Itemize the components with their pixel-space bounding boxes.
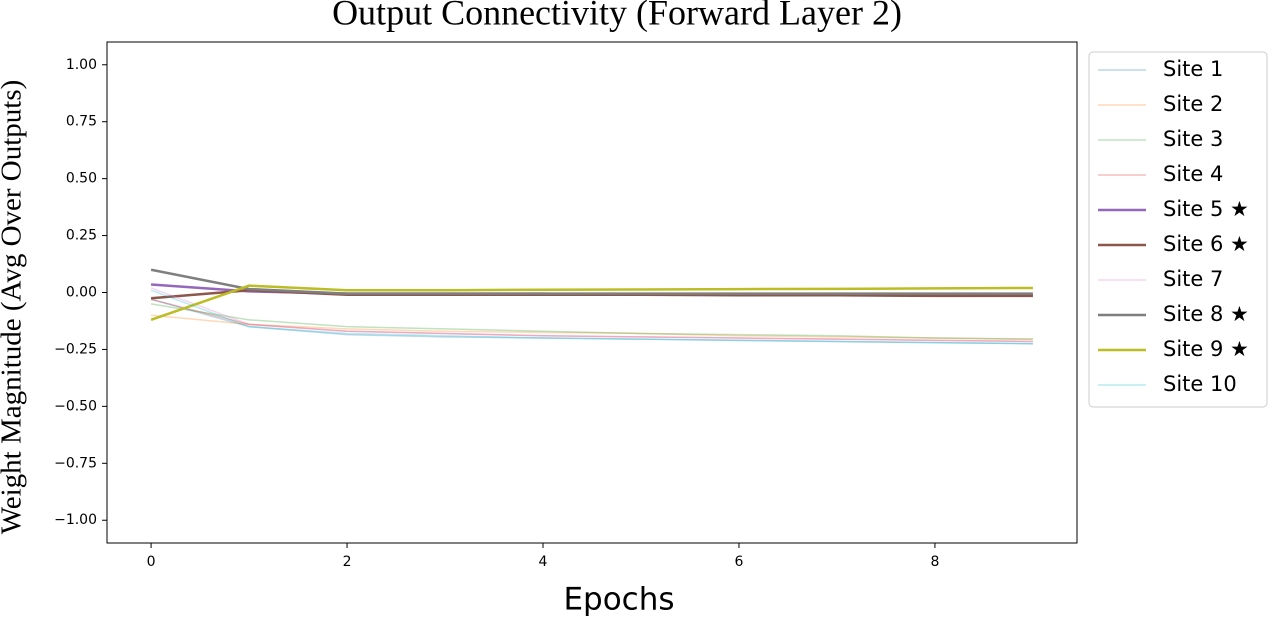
x-tick-label: 8 — [930, 554, 939, 570]
y-tick-label: 0.00 — [66, 285, 97, 301]
y-tick-label: 0.50 — [66, 171, 97, 187]
x-tick-label: 2 — [343, 554, 352, 570]
legend-label: Site 4 — [1163, 162, 1223, 186]
legend-label: Site 8 ★ — [1163, 302, 1249, 326]
series-line — [150, 298, 1033, 343]
plot-frame — [106, 41, 1078, 544]
x-axis-label: Epochs — [563, 582, 674, 618]
legend-label: Site 7 — [1163, 267, 1223, 291]
series-line — [150, 298, 1033, 345]
y-tick-label: −0.25 — [54, 341, 97, 357]
legend-label: Site 2 — [1163, 92, 1223, 116]
legend-label: Site 5 ★ — [1163, 197, 1249, 221]
legend-box — [1088, 51, 1268, 408]
legend-label: Site 3 — [1163, 127, 1223, 151]
x-tick-label: 0 — [147, 554, 156, 570]
legend-label: Site 10 — [1163, 372, 1237, 396]
legend-label: Site 1 — [1163, 57, 1223, 81]
legend-label: Site 6 ★ — [1163, 232, 1249, 256]
y-tick-label: −0.75 — [54, 455, 97, 471]
x-tick-label: 6 — [735, 554, 744, 570]
series-line — [150, 289, 1033, 345]
series-line — [150, 287, 1033, 343]
series-line — [151, 314, 1033, 340]
legend-label: Site 9 ★ — [1163, 337, 1249, 361]
series-line — [150, 284, 1033, 322]
y-tick-label: 0.75 — [66, 114, 97, 130]
y-axis-label: Weight Magnitude (Avg Over Outputs) — [0, 80, 28, 535]
y-tick-label: 0.25 — [66, 228, 97, 244]
y-tick-label: −0.50 — [54, 398, 97, 414]
series-line — [150, 303, 1033, 340]
y-tick-label: 1.00 — [66, 57, 97, 73]
chart-title: Output Connectivity (Forward Layer 2) — [332, 0, 902, 32]
series-line — [150, 268, 1033, 295]
y-tick-label: −1.00 — [54, 512, 97, 528]
x-tick-label: 4 — [539, 554, 548, 570]
